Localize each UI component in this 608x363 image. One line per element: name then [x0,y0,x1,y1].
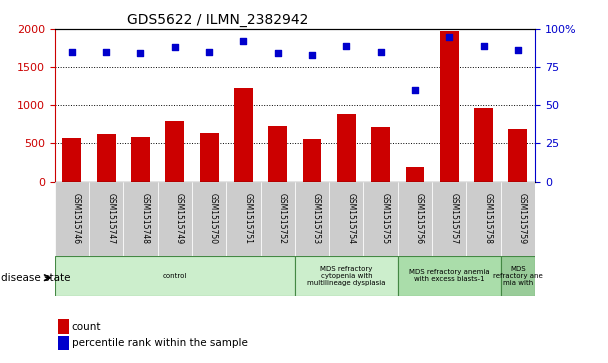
FancyBboxPatch shape [89,182,123,256]
FancyBboxPatch shape [55,256,295,296]
Text: GSM1515750: GSM1515750 [209,193,218,244]
Bar [165,121,184,182]
FancyBboxPatch shape [295,182,329,256]
Bar [234,88,253,182]
Point [136,50,145,56]
Point [376,49,385,55]
Bar [97,134,116,182]
Point [102,49,111,55]
Bar [199,133,218,182]
Text: GSM1515746: GSM1515746 [72,193,81,244]
Text: disease state: disease state [1,273,70,283]
Text: count: count [72,322,102,332]
FancyBboxPatch shape [501,256,535,296]
Text: GDS5622 / ILMN_2382942: GDS5622 / ILMN_2382942 [126,13,308,26]
FancyBboxPatch shape [157,182,192,256]
FancyBboxPatch shape [398,182,432,256]
Point [513,48,523,53]
Point [273,50,283,56]
FancyBboxPatch shape [295,256,398,296]
Text: GSM1515749: GSM1515749 [174,193,184,244]
Text: GSM1515756: GSM1515756 [415,193,424,244]
Bar [508,129,527,182]
Text: percentile rank within the sample: percentile rank within the sample [72,338,247,348]
FancyBboxPatch shape [123,182,157,256]
Text: MDS
refractory ane
mia with: MDS refractory ane mia with [493,266,543,286]
Bar [406,167,424,182]
Text: GSM1515757: GSM1515757 [449,193,458,244]
Text: GSM1515755: GSM1515755 [381,193,390,244]
Text: GSM1515754: GSM1515754 [347,193,355,244]
Point [204,49,214,55]
Bar [303,139,322,182]
FancyBboxPatch shape [466,182,501,256]
Bar [337,114,356,182]
FancyBboxPatch shape [364,182,398,256]
Point [444,34,454,40]
Point [478,43,488,49]
Text: GSM1515751: GSM1515751 [243,193,252,244]
Bar [474,108,493,182]
Point [342,43,351,49]
FancyBboxPatch shape [398,256,501,296]
Point [307,52,317,58]
Text: GSM1515752: GSM1515752 [278,193,287,244]
Text: GSM1515748: GSM1515748 [140,193,150,244]
Text: GSM1515753: GSM1515753 [312,193,321,244]
Bar [131,137,150,182]
FancyBboxPatch shape [329,182,364,256]
FancyBboxPatch shape [55,182,89,256]
Bar [63,138,81,182]
FancyBboxPatch shape [192,182,226,256]
Point [410,87,420,93]
FancyBboxPatch shape [226,182,261,256]
Text: GSM1515758: GSM1515758 [483,193,492,244]
Bar [371,127,390,182]
FancyBboxPatch shape [501,182,535,256]
Text: GSM1515747: GSM1515747 [106,193,115,244]
Text: GSM1515759: GSM1515759 [518,193,527,244]
FancyBboxPatch shape [261,182,295,256]
Text: MDS refractory
cytopenia with
multilineage dysplasia: MDS refractory cytopenia with multilinea… [307,266,385,286]
Text: MDS refractory anemia
with excess blasts-1: MDS refractory anemia with excess blasts… [409,269,489,282]
Point [67,49,77,55]
Point [170,44,179,50]
Point [238,38,248,44]
FancyBboxPatch shape [432,182,466,256]
Bar [440,31,458,182]
Bar [268,126,287,182]
Text: control: control [162,273,187,279]
